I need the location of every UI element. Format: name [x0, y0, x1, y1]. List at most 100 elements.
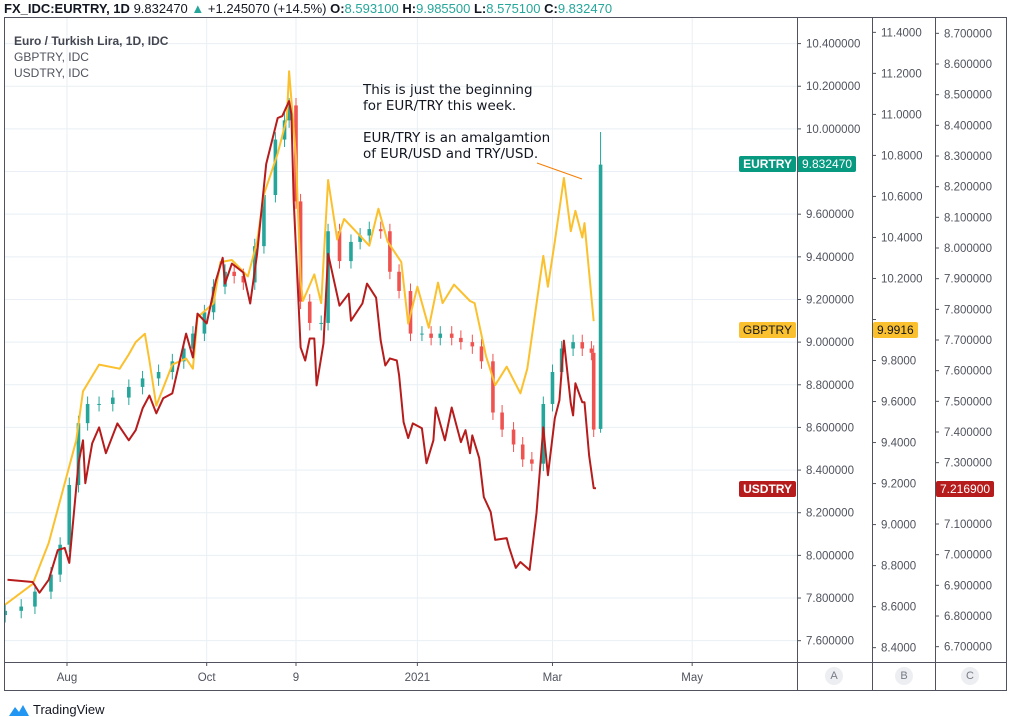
candle — [449, 326, 454, 346]
price-axis-label: 9.000000 — [806, 337, 854, 349]
candle-body — [337, 231, 342, 262]
candle-body — [459, 337, 463, 343]
price-axis-label: 7.800000 — [944, 304, 992, 316]
candle-body — [449, 333, 454, 338]
scale-button-b[interactable]: B — [895, 667, 913, 685]
candle — [85, 396, 90, 431]
candle-body — [438, 333, 443, 338]
scale-button-c[interactable]: C — [961, 667, 979, 685]
candle-body — [181, 348, 186, 362]
scale-button-a[interactable]: A — [825, 667, 843, 685]
price-axis-label: 8.700000 — [944, 28, 992, 40]
candle-body — [491, 361, 495, 413]
legend-usdtry[interactable]: USDTRY, IDC — [14, 66, 89, 80]
open-value: 8.593100 — [344, 1, 399, 16]
price-axis-label: 6.800000 — [944, 611, 992, 623]
gbptry-price-tag: 9.9916 — [873, 322, 918, 338]
price-axis-label: 8.200000 — [806, 508, 854, 520]
price-axis-label: 8.600000 — [944, 59, 992, 71]
candle-body — [307, 301, 312, 323]
candle-body — [429, 333, 433, 338]
candle — [111, 390, 115, 412]
candle — [520, 437, 525, 467]
series-line-gbptry — [5, 70, 595, 606]
candle — [580, 334, 585, 356]
annotation-line: This is just the beginning — [363, 82, 533, 98]
candle — [273, 132, 278, 203]
candle — [319, 315, 323, 331]
candle — [589, 341, 594, 361]
legend-eurtry[interactable]: Euro / Turkish Lira, 1D, IDC — [14, 34, 169, 48]
time-axis-label: 9 — [293, 672, 299, 684]
time-axis-label: Aug — [57, 672, 77, 684]
candle-body — [598, 164, 603, 429]
candle-body — [97, 403, 101, 405]
candle-body — [19, 606, 23, 611]
annotation-line: EUR/TRY is an amalgamtion — [363, 130, 551, 146]
price-axis-label: 9.400000 — [806, 252, 854, 264]
candle-body — [241, 276, 246, 283]
usdtry-name-tag: USDTRY — [739, 481, 796, 497]
low-value: 8.575100 — [486, 1, 541, 16]
series-legend: Euro / Turkish Lira, 1D, IDC GBPTRY, IDC… — [14, 33, 168, 81]
candle — [491, 353, 495, 420]
candle — [378, 221, 383, 239]
candle — [33, 584, 37, 615]
candle — [397, 264, 401, 299]
usdtry-price-tag: 7.216900 — [936, 481, 995, 497]
annotation-line: of EUR/USD and TRY/USD. — [363, 146, 539, 162]
time-axis-label: May — [681, 672, 703, 684]
chart-frame — [4, 17, 1007, 691]
price-axis-label: 9.2000 — [881, 479, 916, 491]
price-axis-label: 7.000000 — [944, 550, 992, 562]
candle — [511, 422, 516, 452]
price-change: +1.245070 (+14.5%) — [207, 1, 327, 16]
candle-body — [273, 139, 278, 195]
candle-body — [500, 412, 504, 430]
candle-body — [420, 333, 424, 335]
price-axis-label: 7.600000 — [944, 366, 992, 378]
close-value: 9.832470 — [557, 1, 613, 16]
candle — [500, 405, 504, 438]
last-price: 9.832470 — [133, 1, 188, 16]
price-axis-label: 8.300000 — [944, 151, 992, 163]
candle — [326, 223, 330, 331]
price-axis-label: 9.4000 — [881, 438, 916, 450]
annotation-text[interactable]: This is just the beginning for EUR/TRY t… — [363, 82, 550, 162]
candle — [232, 264, 236, 284]
price-axis-label: 7.700000 — [944, 335, 992, 347]
candle — [67, 477, 72, 553]
price-axis-label: 8.8000 — [881, 561, 916, 573]
candle-body — [397, 271, 401, 291]
candle-body — [589, 348, 594, 353]
candle-body — [378, 229, 383, 232]
candle — [156, 364, 161, 386]
price-axis-label: 10.200000 — [806, 81, 860, 93]
legend-gbptry[interactable]: GBPTRY, IDC — [14, 50, 89, 64]
tradingview-branding[interactable]: TradingView — [8, 702, 105, 717]
candle-body — [262, 194, 266, 247]
candle — [420, 326, 424, 342]
price-axis-label: 11.0000 — [881, 109, 922, 121]
candle-body — [111, 397, 115, 404]
price-axis-label: 8.200000 — [944, 182, 992, 194]
candle-body — [232, 271, 236, 277]
candle-body — [550, 371, 555, 404]
candle — [470, 334, 475, 354]
candle-body — [58, 544, 62, 575]
plot-area[interactable] — [3, 70, 603, 623]
candle — [429, 326, 433, 346]
candle-body — [388, 231, 392, 272]
symbol-header: FX_IDC:EURTRY, 1D 9.832470 ▲ +1.245070 (… — [4, 1, 612, 16]
candle-body — [571, 342, 575, 349]
eurtry-name-tag: EURTRY — [739, 156, 796, 172]
candle-body — [140, 378, 145, 387]
price-axis-label: 8.100000 — [944, 212, 992, 224]
price-axis-label: 9.6000 — [881, 397, 916, 409]
price-axis-label: 10.000000 — [806, 124, 860, 136]
series-line-usdtry — [7, 100, 597, 594]
candle — [97, 396, 101, 412]
price-axis-label: 9.200000 — [806, 294, 854, 306]
price-axis-label: 9.600000 — [806, 209, 854, 221]
